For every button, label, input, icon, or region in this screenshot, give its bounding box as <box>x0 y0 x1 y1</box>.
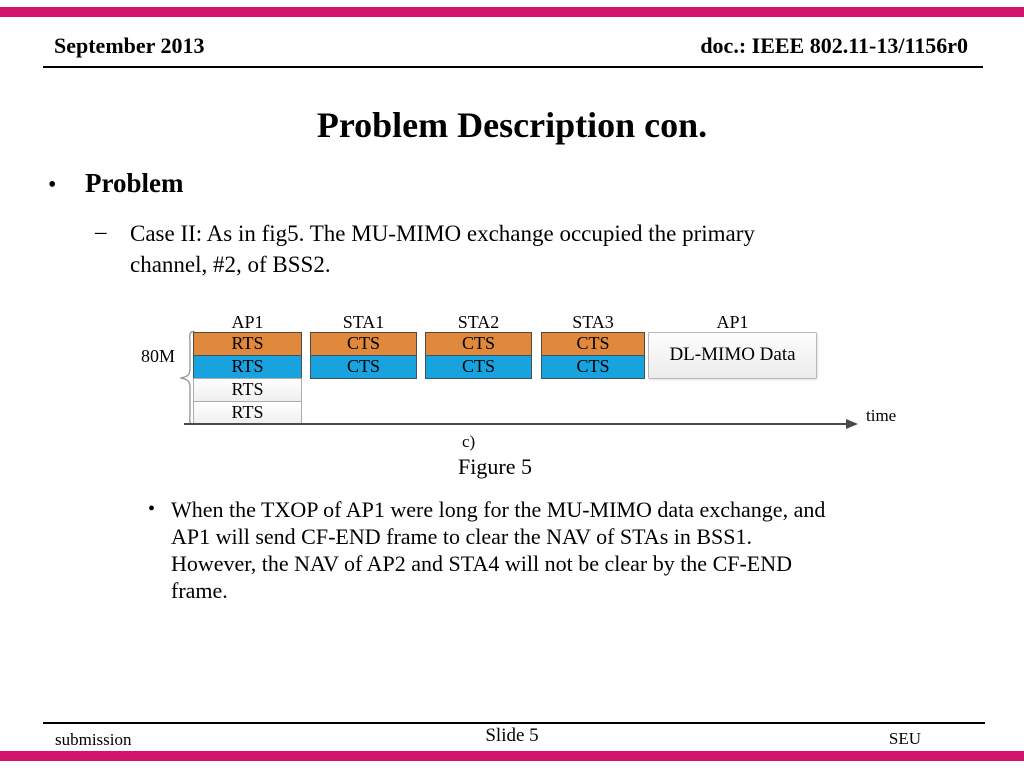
fig-cell-rts: RTS <box>193 401 302 425</box>
footer-author: SEU <box>888 729 921 748</box>
case-text: Case II: As in fig5. The MU-MIMO exchang… <box>130 218 755 280</box>
time-axis-line <box>184 423 848 425</box>
fig-column-sta1: STA1 CTS CTS <box>310 300 417 430</box>
header-doc-number: doc.: IEEE 802.11-13/1156r0 <box>700 33 968 58</box>
txop-text-line: AP1 will send CF-END frame to clear the … <box>171 524 753 549</box>
case-text-line: Case II: As in fig5. The MU-MIMO exchang… <box>130 221 755 246</box>
fig-cell-cts: CTS <box>425 332 532 356</box>
fig-column-label: AP1 <box>716 312 749 332</box>
bandwidth-brace <box>180 330 195 426</box>
fig-cell-rts: RTS <box>193 355 302 379</box>
top-accent-bar <box>0 7 1024 17</box>
problem-heading: Problem <box>85 168 184 198</box>
bandwidth-label: 80M <box>141 346 176 366</box>
footer-slide-number: Slide 5 <box>485 725 539 746</box>
slide-title: Problem Description con. <box>316 105 708 145</box>
bullet-marker: • <box>48 172 57 198</box>
fig-column-label: AP1 <box>231 312 264 332</box>
fig-column-ap1: AP1 RTS RTS RTS RTS <box>193 300 302 430</box>
fig-column-label: STA3 <box>572 312 614 332</box>
txop-text: When the TXOP of AP1 were long for the M… <box>171 496 825 604</box>
fig-cell-cts: CTS <box>310 355 417 379</box>
bottom-accent-bar <box>0 751 1024 761</box>
fig-cell-cts: CTS <box>310 332 417 356</box>
fig-column-sta2: STA2 CTS CTS <box>425 300 532 430</box>
bullet-marker: • <box>148 498 156 520</box>
fig-cell-rts: RTS <box>193 332 302 356</box>
fig-column-sta3: STA3 CTS CTS <box>541 300 645 430</box>
figure-panel-label: c) <box>462 432 476 451</box>
fig-cell-dl-mimo-data: DL-MIMO Data <box>648 332 817 379</box>
fig-column-label: STA1 <box>342 312 385 332</box>
fig-cell-rts: RTS <box>193 378 302 402</box>
dash-marker: – <box>95 219 107 244</box>
time-axis-label: time <box>866 406 897 425</box>
fig-cell-cts: CTS <box>425 355 532 379</box>
fig-cell-cts: CTS <box>541 332 645 356</box>
txop-text-line: When the TXOP of AP1 were long for the M… <box>171 497 826 522</box>
header-rule <box>43 66 983 68</box>
figure-caption: Figure 5 <box>458 454 532 479</box>
fig-cell-cts: CTS <box>541 355 645 379</box>
txop-text-line: frame. <box>171 578 228 603</box>
txop-text-line: However, the NAV of AP2 and STA4 will no… <box>171 551 793 576</box>
fig-column-label: STA2 <box>457 312 500 332</box>
case-text-line: channel, #2, of BSS2. <box>130 252 331 277</box>
header-date: September 2013 <box>54 33 205 58</box>
figure-5-diagram: 80M AP1 RTS RTS RTS RTS STA1 CTS CTS STA… <box>0 300 1024 490</box>
footer-submission: submission <box>55 730 132 749</box>
time-axis-arrowhead-icon <box>846 419 858 429</box>
fig-column-ap1-data: AP1 DL-MIMO Data <box>648 300 817 430</box>
footer-rule <box>43 722 985 724</box>
